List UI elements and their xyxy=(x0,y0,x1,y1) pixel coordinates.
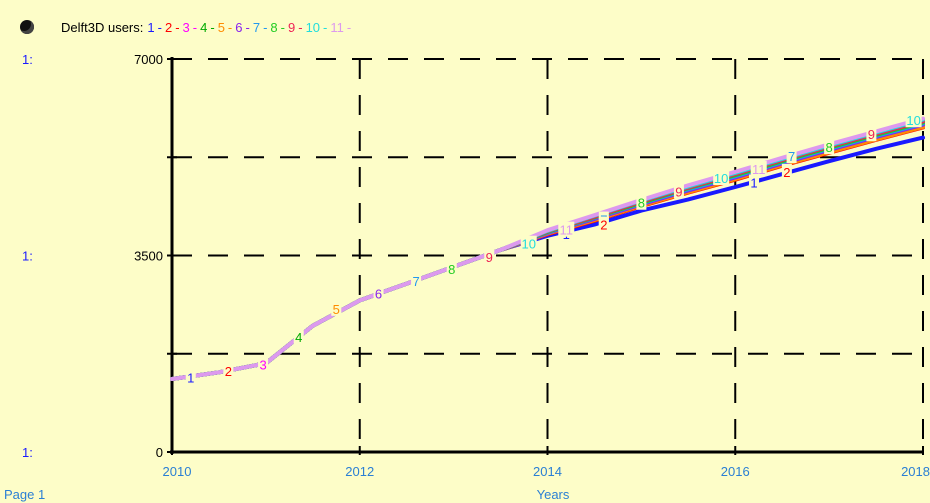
legend-item-7: 7 xyxy=(252,19,261,35)
scale-label: 1: xyxy=(22,52,33,67)
legend-separator: - xyxy=(346,19,352,35)
legend-separator: - xyxy=(175,19,180,35)
legend-item-3: 3 xyxy=(182,19,190,35)
series-marker-label: 8 xyxy=(448,262,455,277)
series-marker-label: 2 xyxy=(225,364,232,379)
series-marker-label: 2 xyxy=(783,165,790,180)
legend-item-10: 10 xyxy=(305,19,321,35)
series-marker-label: 6 xyxy=(375,287,382,302)
series-marker-background xyxy=(293,328,304,344)
legend-separator: - xyxy=(298,19,303,35)
legend-item-11: 11 xyxy=(330,19,344,35)
series-marker-label: 11 xyxy=(560,223,574,238)
chart-legend: Delft3D users: 1-2-3-4-5-6-7-8-9-10-11- xyxy=(20,16,354,38)
series-marker-background xyxy=(905,112,922,128)
x-tick-label: 2014 xyxy=(533,464,562,479)
legend-separator: - xyxy=(227,19,233,35)
series-marker-background xyxy=(331,300,342,316)
legend-item-9: 9 xyxy=(288,19,296,35)
page-footer: Page 1 xyxy=(4,487,45,502)
x-tick-label: 2018 xyxy=(901,464,930,479)
legend-separator: - xyxy=(210,19,215,35)
series-marker-background xyxy=(598,216,609,232)
legend-item-2: 2 xyxy=(164,19,173,35)
series-marker-label: 11 xyxy=(752,162,766,177)
y-tick-label: 0 xyxy=(156,445,163,460)
series-marker-background xyxy=(673,183,684,199)
legend-separator: - xyxy=(263,19,268,35)
series-marker-background xyxy=(411,272,422,288)
series-marker-background xyxy=(558,221,575,237)
series-marker-background xyxy=(824,139,835,155)
series-marker-label: 7 xyxy=(788,149,795,164)
legend-item-1: 1 xyxy=(147,19,155,35)
series-marker-background xyxy=(446,260,457,276)
x-tick-label: 2016 xyxy=(721,464,750,479)
chart-title: Delft3D users: xyxy=(61,19,144,35)
series-marker-label: 1 xyxy=(750,176,757,191)
series-marker-label: 10 xyxy=(906,113,920,128)
series-marker-label: 2 xyxy=(600,218,607,233)
series-marker-label: 10 xyxy=(714,171,728,186)
series-marker-background xyxy=(520,235,537,251)
series-marker-background xyxy=(866,126,877,142)
legend-separator: - xyxy=(192,19,198,35)
x-tick-label: 2010 xyxy=(163,464,192,479)
series-marker-background xyxy=(781,163,792,179)
y-tick-label: 3500 xyxy=(134,249,163,264)
series-marker-label: 9 xyxy=(675,184,682,199)
legend-item-4: 4 xyxy=(200,19,208,35)
series-marker-label: 4 xyxy=(295,330,302,345)
series-marker-background xyxy=(713,170,730,186)
series-marker-background xyxy=(258,356,269,372)
legend-item-5: 5 xyxy=(217,19,225,35)
series-marker-label: 3 xyxy=(259,357,266,372)
app-logo-icon xyxy=(20,20,34,34)
x-tick-label: 2012 xyxy=(345,464,374,479)
series-marker-label: 1 xyxy=(187,370,194,385)
scale-label: 1: xyxy=(22,445,33,460)
legend-separator: - xyxy=(157,19,162,35)
series-marker-background xyxy=(786,148,797,164)
legend-item-8: 8 xyxy=(270,19,278,35)
legend-separator: - xyxy=(323,19,328,35)
series-marker-label: 9 xyxy=(486,250,493,265)
series-marker-background xyxy=(484,249,495,265)
series-marker-label: 7 xyxy=(412,274,419,289)
legend-item-6: 6 xyxy=(235,19,243,35)
series-marker-background xyxy=(185,369,196,385)
legend-separator: - xyxy=(280,19,285,35)
series-marker-label: 8 xyxy=(638,196,645,211)
series-marker-background xyxy=(750,161,767,177)
scale-label: 1: xyxy=(22,249,33,264)
legend-separator: - xyxy=(245,19,250,35)
series-marker-background xyxy=(373,285,384,301)
series-marker-background xyxy=(636,194,647,210)
y-tick-label: 7000 xyxy=(134,52,163,67)
series-marker-label: 10 xyxy=(521,237,535,252)
x-axis-title: Years xyxy=(537,487,570,502)
series-marker-background xyxy=(749,174,760,190)
series-marker-label: 9 xyxy=(868,127,875,142)
series-marker-label: 5 xyxy=(333,302,340,317)
series-marker-background xyxy=(223,363,234,379)
series-marker-label: 8 xyxy=(826,140,833,155)
